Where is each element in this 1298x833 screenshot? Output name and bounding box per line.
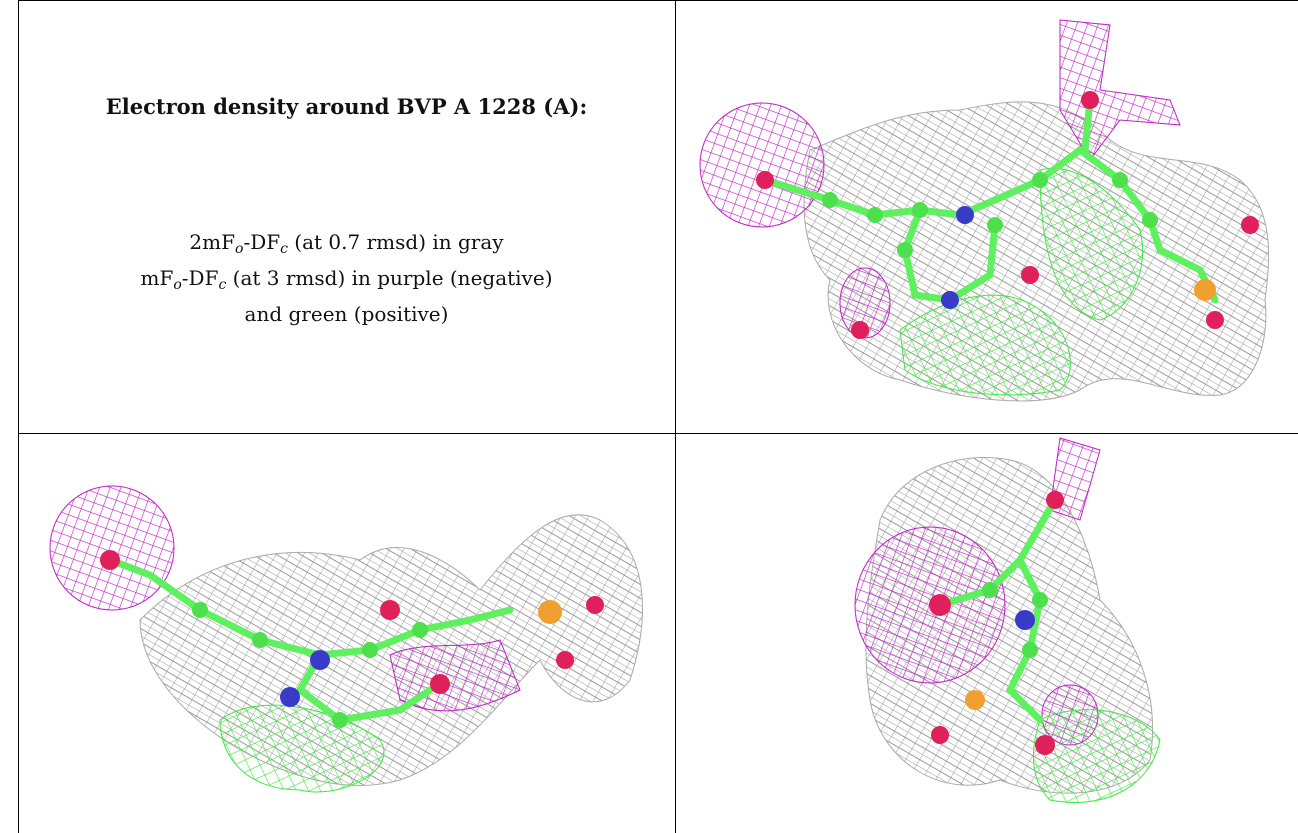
structure-circle xyxy=(1206,311,1224,329)
legend: 2mFo-DFc (at 0.7 rmsd) in gray mFo-DFc (… xyxy=(18,228,675,329)
legend-text: 2mF xyxy=(189,230,235,254)
structure-circle xyxy=(1022,642,1038,658)
legend-text: -DF xyxy=(243,230,280,254)
legend-text: (at 3 rmsd) in purple (negative) xyxy=(226,266,552,290)
structure-circle xyxy=(430,674,450,694)
structure-circle xyxy=(586,596,604,614)
legend-text: and green (positive) xyxy=(245,302,449,326)
structure-ellipse xyxy=(50,486,174,610)
structure-path xyxy=(140,515,642,786)
structure-circle xyxy=(192,602,208,618)
structure-circle xyxy=(380,600,400,620)
structure-ellipse xyxy=(700,103,824,227)
legend-text: (at 0.7 rmsd) in gray xyxy=(288,230,504,254)
structure-circle xyxy=(1112,172,1128,188)
legend-subscript: o xyxy=(173,277,181,293)
structure-circle xyxy=(822,192,838,208)
structure-circle xyxy=(1035,735,1055,755)
structure-circle xyxy=(1046,491,1064,509)
structure-circle xyxy=(956,206,974,224)
structure-circle xyxy=(965,690,985,710)
figure-title: Electron density around BVP A 1228 (A): xyxy=(18,94,675,119)
structure-circle xyxy=(941,291,959,309)
structure-circle xyxy=(756,171,774,189)
structure-circle xyxy=(1032,592,1048,608)
structure-circle xyxy=(362,642,378,658)
legend-text: mF xyxy=(141,266,174,290)
legend-subscript: c xyxy=(280,241,288,257)
structure-circle xyxy=(1015,610,1035,630)
structure-circle xyxy=(310,650,330,670)
legend-line: and green (positive) xyxy=(18,300,675,329)
legend-line: mFo-DFc (at 3 rmsd) in purple (negative) xyxy=(18,264,675,300)
structure-circle xyxy=(987,217,1003,233)
structure-circle xyxy=(1142,212,1158,228)
structure-circle xyxy=(1021,266,1039,284)
structure-circle xyxy=(1081,91,1099,109)
structure-circle xyxy=(851,321,869,339)
legend-text: -DF xyxy=(182,266,219,290)
structure-panel xyxy=(700,20,1269,401)
structure-circle xyxy=(867,207,883,223)
structure-circle xyxy=(982,582,998,598)
structure-circle xyxy=(252,632,268,648)
structure-circle xyxy=(912,202,928,218)
figure-page: Electron density around BVP A 1228 (A): … xyxy=(0,0,1298,833)
structure-circle xyxy=(1032,172,1048,188)
structure-circle xyxy=(556,651,574,669)
figure-art xyxy=(0,0,1298,833)
structure-circle xyxy=(1194,279,1216,301)
structure-circle xyxy=(1241,216,1259,234)
structure-circle xyxy=(332,712,348,728)
structure-panel xyxy=(50,486,642,792)
structure-panel xyxy=(855,438,1160,803)
structure-path xyxy=(1033,710,1160,803)
legend-line: 2mFo-DFc (at 0.7 rmsd) in gray xyxy=(18,228,675,264)
structure-circle xyxy=(280,687,300,707)
structure-circle xyxy=(931,726,949,744)
structure-circle xyxy=(538,600,562,624)
structure-path xyxy=(1060,20,1180,160)
structure-circle xyxy=(897,242,913,258)
structure-circle xyxy=(100,550,120,570)
structure-circle xyxy=(412,622,428,638)
structure-circle xyxy=(929,594,951,616)
